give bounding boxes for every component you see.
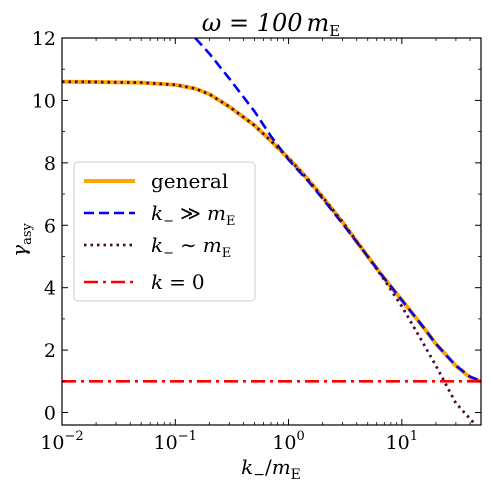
series-line-2 [62,80,477,425]
legend-label-k-sim-m: k− ∼ mE [151,233,231,261]
xlabel-sub: − [253,467,265,483]
y-tick-label: 10 [32,90,56,112]
legend-label-general: general [151,169,228,193]
plot-frame [61,37,482,426]
x-tick-label: 100 [272,429,304,454]
y-tick-label: 4 [44,278,56,300]
title-m: m [307,9,330,37]
xlabel-m: m [272,455,291,479]
xlabel-k: k [241,455,253,479]
series-layer [62,38,481,425]
y-axis-label: γasy [7,222,35,256]
legend-entry-general: general [84,169,228,193]
title-main: ω = 100 [202,9,303,37]
x-tick-label: 10−1 [154,429,197,454]
y-tick-label: 2 [44,340,56,362]
legend-box [73,161,256,302]
x-tick-label: 10−2 [40,429,83,454]
y-tick-label: 8 [44,153,56,175]
xlabel-slash: / [265,455,272,479]
x-axis-label: k−/mE [241,455,301,483]
y-tick-label: 6 [44,215,56,237]
series-line-1 [194,38,481,383]
ticks-layer: 0 2 4 6 8 10 12 10−2 10−1 100 101 [32,28,482,454]
legend-entry-k-gg-m: k− ≫ mE [84,201,235,229]
legend-label-k-eq-0: k = 0 [151,270,205,294]
y-tick-label: 0 [44,403,56,425]
legend-entry-k-eq-0: k = 0 [84,270,205,294]
legend: general k− ≫ mE k− ∼ mE k = 0 [73,161,256,302]
legend-label-k-gg-m: k− ≫ mE [151,201,235,229]
svg-text:γasy: γasy [7,222,35,256]
legend-entry-k-sim-m: k− ∼ mE [84,233,231,261]
x-tick-label: 101 [386,429,418,454]
xlabel-E: E [291,467,301,483]
chart-title: ω = 100 mE [202,9,340,40]
ylabel-sub: asy [20,222,35,244]
ylabel-main: γ [7,245,31,257]
y-tick-label: 12 [32,28,56,50]
title-E: E [329,22,340,40]
